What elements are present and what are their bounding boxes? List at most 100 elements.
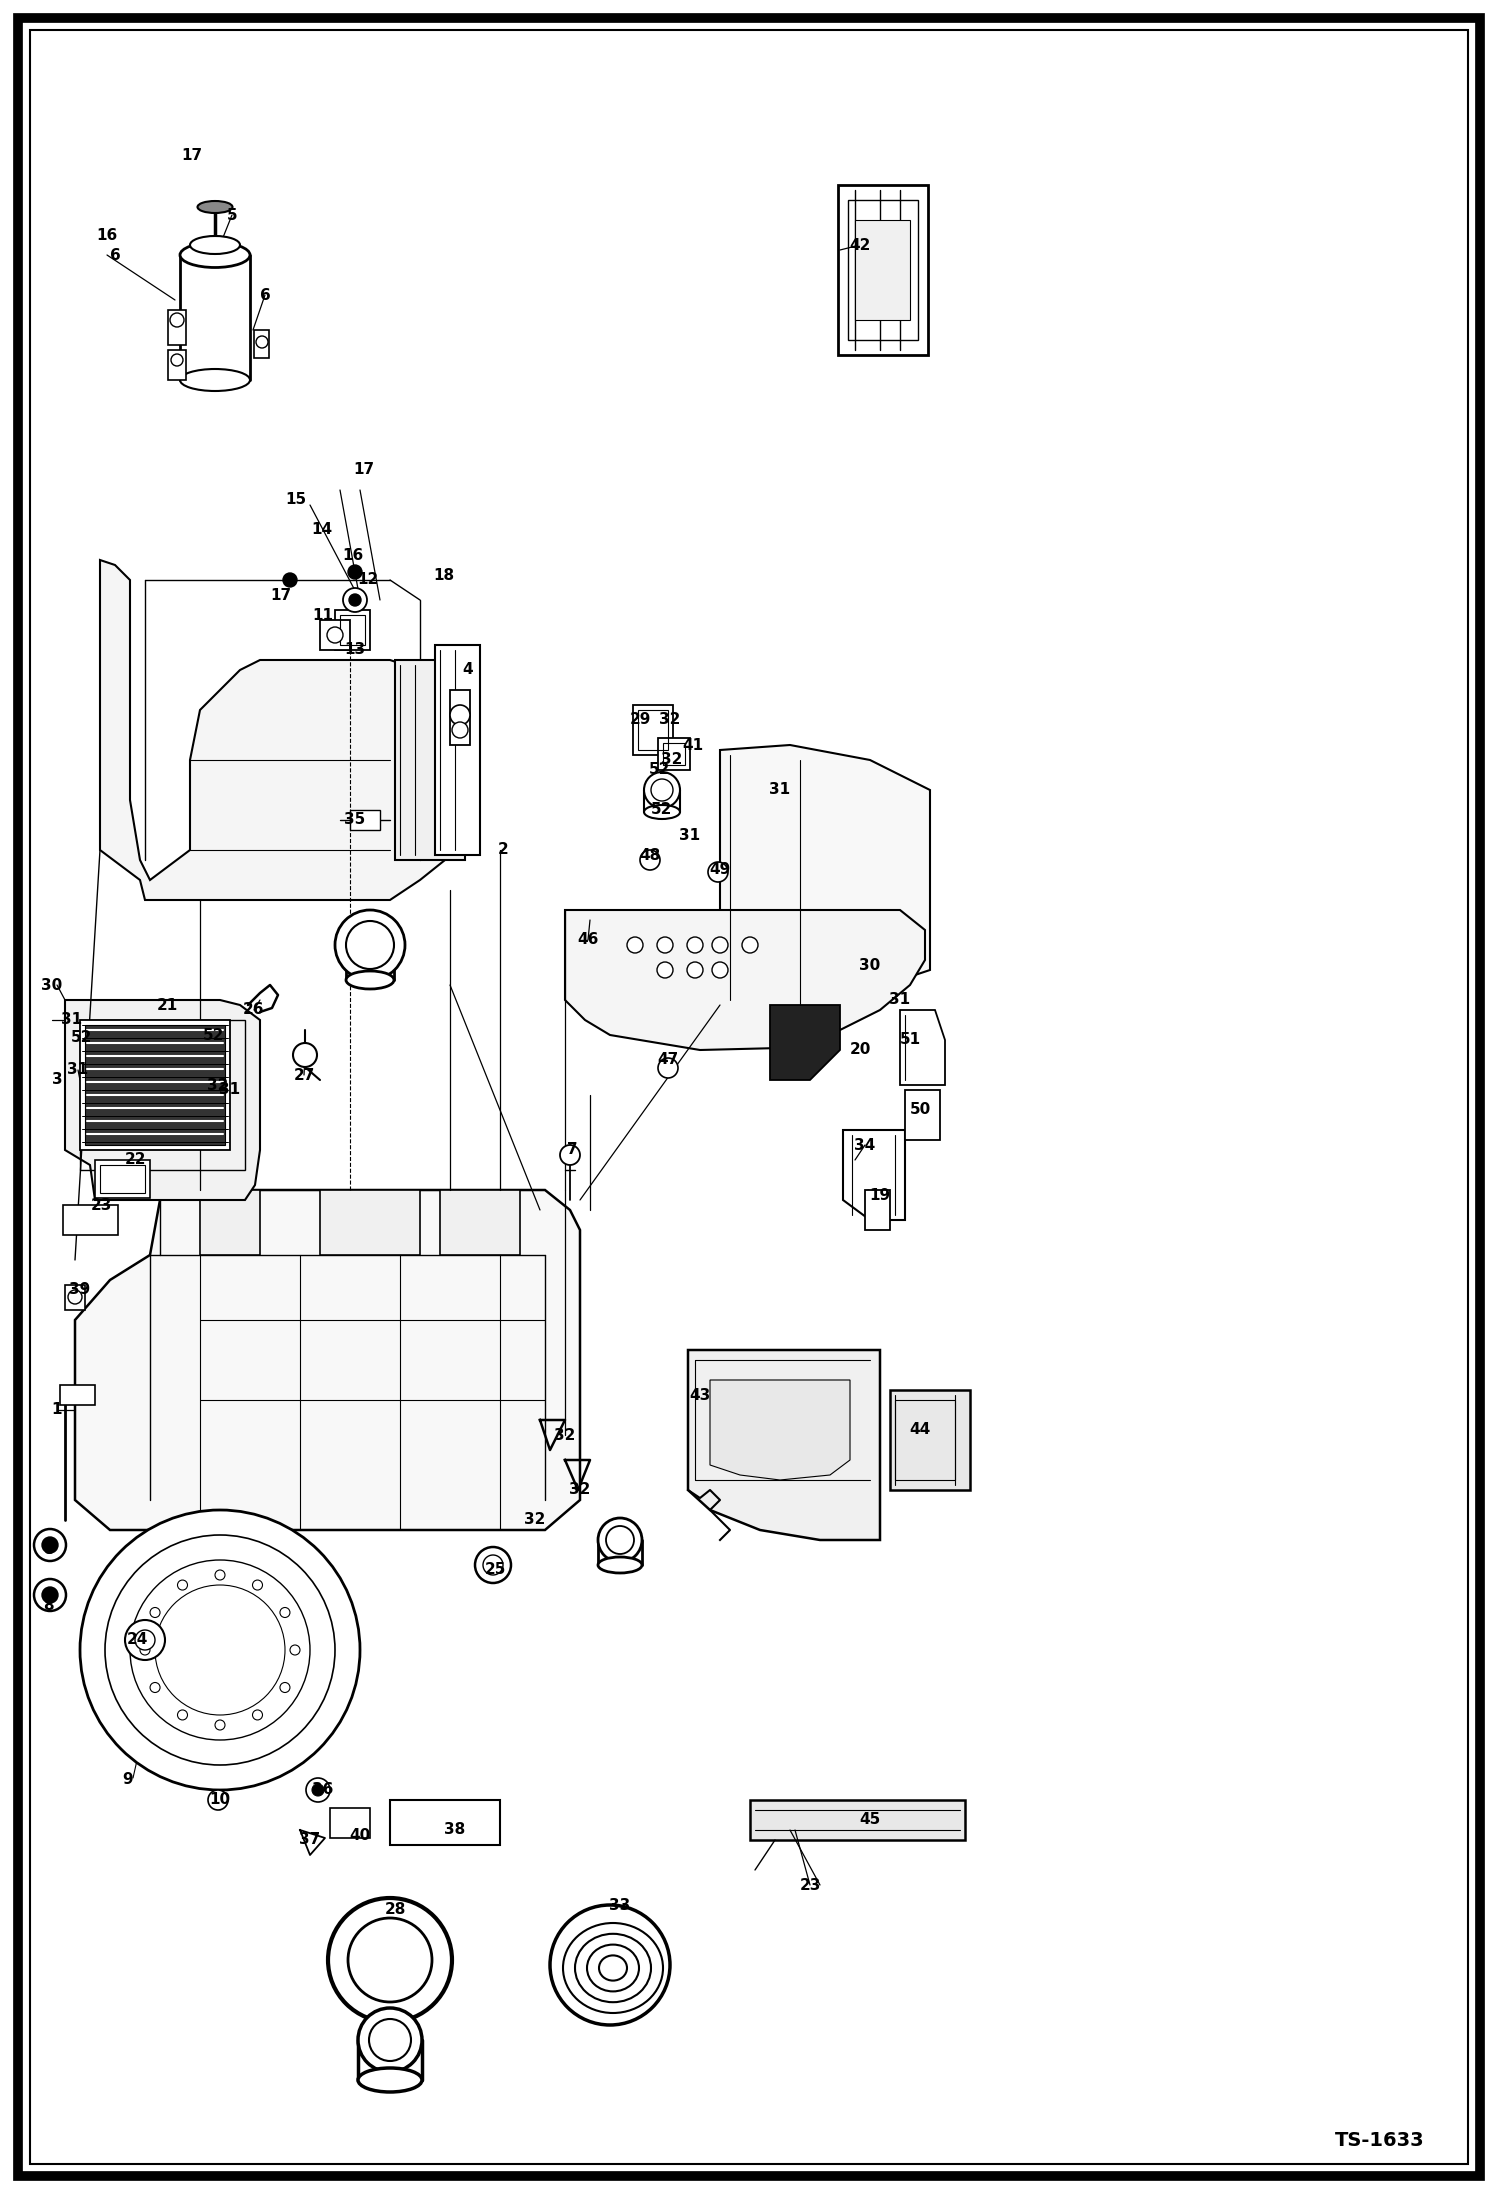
Text: 26: 26 [243,1003,265,1018]
Text: 33: 33 [610,1898,631,1913]
Text: 41: 41 [683,737,704,753]
Ellipse shape [198,202,232,213]
Circle shape [135,1630,154,1650]
Bar [100,1165,145,1194]
Text: 51: 51 [899,1033,921,1047]
Circle shape [42,1586,58,1604]
Text: 52: 52 [652,803,673,818]
Circle shape [452,722,467,737]
Circle shape [688,961,703,979]
Text: 49: 49 [710,862,731,878]
Circle shape [328,1898,452,2023]
Ellipse shape [358,2069,422,2093]
Text: 46: 46 [577,932,599,948]
Ellipse shape [190,237,240,255]
Bar [750,1799,965,1841]
Text: 43: 43 [689,1387,710,1402]
Text: 8: 8 [42,1542,54,1558]
Circle shape [34,1580,66,1610]
Bar [255,329,270,358]
Text: 14: 14 [312,522,333,538]
Polygon shape [721,746,930,1009]
Circle shape [216,1571,225,1580]
Bar [340,614,366,645]
Text: 35: 35 [345,812,366,827]
Circle shape [79,1509,360,1790]
Bar [336,610,370,649]
Circle shape [312,1784,324,1797]
Circle shape [640,849,661,871]
Bar [434,645,479,856]
Text: 31: 31 [680,827,701,842]
Text: 29: 29 [629,713,650,728]
Circle shape [139,1646,150,1654]
Circle shape [709,862,728,882]
Text: 18: 18 [433,568,454,581]
Bar [168,309,186,344]
Circle shape [482,1556,503,1575]
Text: 38: 38 [445,1823,466,1839]
Text: 16: 16 [343,548,364,562]
Ellipse shape [180,244,250,268]
Text: 24: 24 [126,1632,148,1648]
Bar [905,1090,941,1141]
Text: 45: 45 [860,1812,881,1828]
Text: 32: 32 [524,1512,545,1527]
Text: 2: 2 [497,842,508,858]
Circle shape [550,1904,670,2025]
Circle shape [607,1527,634,1553]
Bar [79,1020,246,1169]
Circle shape [169,314,184,327]
Text: 47: 47 [658,1053,679,1068]
Text: 31: 31 [67,1062,88,1077]
Text: 42: 42 [849,237,870,252]
Bar [664,744,685,766]
Polygon shape [201,1189,261,1255]
Text: 25: 25 [484,1562,506,1577]
Polygon shape [440,1189,520,1255]
Circle shape [171,353,183,366]
Bar [395,660,464,860]
Text: 31: 31 [61,1011,82,1027]
Ellipse shape [180,369,250,391]
Ellipse shape [346,972,394,989]
Circle shape [348,566,363,579]
Text: 31: 31 [219,1082,241,1097]
Text: 10: 10 [210,1792,231,1808]
Circle shape [658,1058,679,1077]
Circle shape [124,1619,165,1661]
Text: 17: 17 [181,147,202,162]
Text: 52: 52 [204,1027,225,1042]
Circle shape [658,937,673,952]
Circle shape [177,1709,187,1720]
Text: 44: 44 [909,1422,930,1437]
Bar [85,1025,225,1145]
Bar [848,200,918,340]
Circle shape [291,1646,300,1654]
Text: 5: 5 [226,208,237,222]
Text: 32: 32 [554,1428,575,1441]
Text: 52: 52 [72,1031,93,1047]
Circle shape [742,937,758,952]
Circle shape [150,1608,160,1617]
Text: 9: 9 [123,1773,133,1788]
Bar [79,1020,231,1150]
Polygon shape [321,1189,419,1255]
Text: 6: 6 [259,287,270,303]
Polygon shape [64,1000,261,1200]
Bar [351,810,380,829]
Circle shape [283,573,297,588]
Text: 23: 23 [90,1198,112,1213]
Circle shape [34,1529,66,1560]
Circle shape [336,911,404,981]
Text: 16: 16 [96,228,118,244]
Bar [389,1799,500,1845]
Text: 32: 32 [207,1077,229,1093]
Circle shape [280,1683,291,1692]
Polygon shape [770,1005,840,1079]
Circle shape [216,1720,225,1731]
Polygon shape [688,1349,879,1540]
Text: 30: 30 [42,979,63,992]
Circle shape [256,336,268,349]
Circle shape [349,595,361,606]
